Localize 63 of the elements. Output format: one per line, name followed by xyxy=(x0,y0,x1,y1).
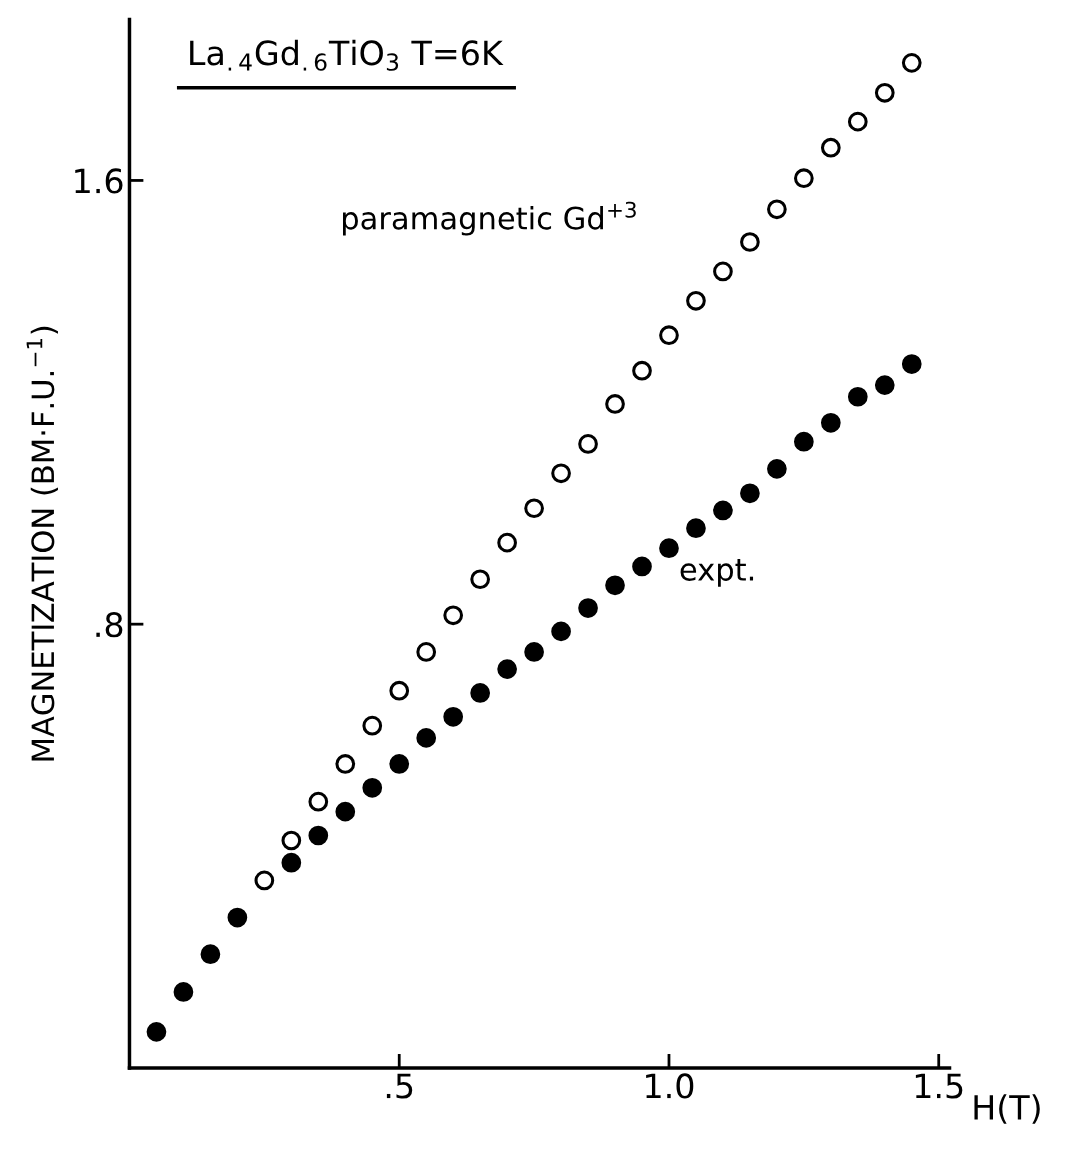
point xyxy=(389,680,410,701)
point xyxy=(847,386,868,407)
point xyxy=(227,907,248,928)
point xyxy=(901,354,922,374)
point xyxy=(659,538,679,559)
point xyxy=(847,111,868,132)
point xyxy=(362,777,383,798)
y-axis-title: MAGNETIZATION (BM·F.U.$^{−1}$) xyxy=(26,326,58,761)
point xyxy=(308,825,329,846)
point xyxy=(659,325,679,346)
point xyxy=(874,375,895,395)
point xyxy=(740,483,760,504)
point xyxy=(551,463,571,484)
point xyxy=(281,830,302,851)
point xyxy=(820,137,841,158)
point xyxy=(767,459,787,479)
point xyxy=(605,575,625,596)
point xyxy=(524,642,544,662)
x-tick-label: .5 xyxy=(386,1073,413,1099)
annotation: expt. xyxy=(680,559,754,587)
point xyxy=(686,518,706,539)
point xyxy=(632,556,652,577)
point xyxy=(362,715,383,736)
point xyxy=(686,290,706,311)
y-tick-label: 1.6 xyxy=(75,168,123,194)
point xyxy=(146,1021,167,1042)
point xyxy=(767,199,787,220)
point xyxy=(713,500,733,521)
point xyxy=(740,232,760,252)
point xyxy=(820,412,841,433)
point xyxy=(793,168,814,189)
point xyxy=(281,852,302,873)
point xyxy=(389,754,410,774)
point xyxy=(578,598,598,618)
point xyxy=(874,82,895,103)
x-tick-label: 1.5 xyxy=(915,1073,963,1099)
point xyxy=(578,434,598,454)
point xyxy=(173,982,194,1002)
y-tick-label: .8 xyxy=(96,612,123,638)
point xyxy=(335,801,356,822)
point xyxy=(793,431,814,452)
point xyxy=(632,360,652,381)
point xyxy=(470,569,491,590)
point xyxy=(443,605,464,626)
x-axis-title: H(T) xyxy=(974,1094,1040,1124)
point xyxy=(901,52,922,73)
point xyxy=(416,642,437,662)
point xyxy=(713,261,733,282)
point xyxy=(443,706,464,727)
annotation: paramagnetic Gd$^{+3}$ xyxy=(343,201,636,236)
point xyxy=(254,870,275,891)
point xyxy=(497,532,517,553)
point xyxy=(416,728,437,748)
point xyxy=(470,683,491,703)
point xyxy=(605,394,625,414)
point xyxy=(524,498,544,519)
annotation: La$_{.4}$Gd$_{.6}$TiO$_{3}$ T=6K xyxy=(190,39,504,71)
point xyxy=(308,791,329,812)
point xyxy=(497,659,517,679)
point xyxy=(551,621,571,642)
point xyxy=(200,944,221,965)
x-tick-label: 1.0 xyxy=(646,1073,694,1099)
point xyxy=(335,754,356,774)
